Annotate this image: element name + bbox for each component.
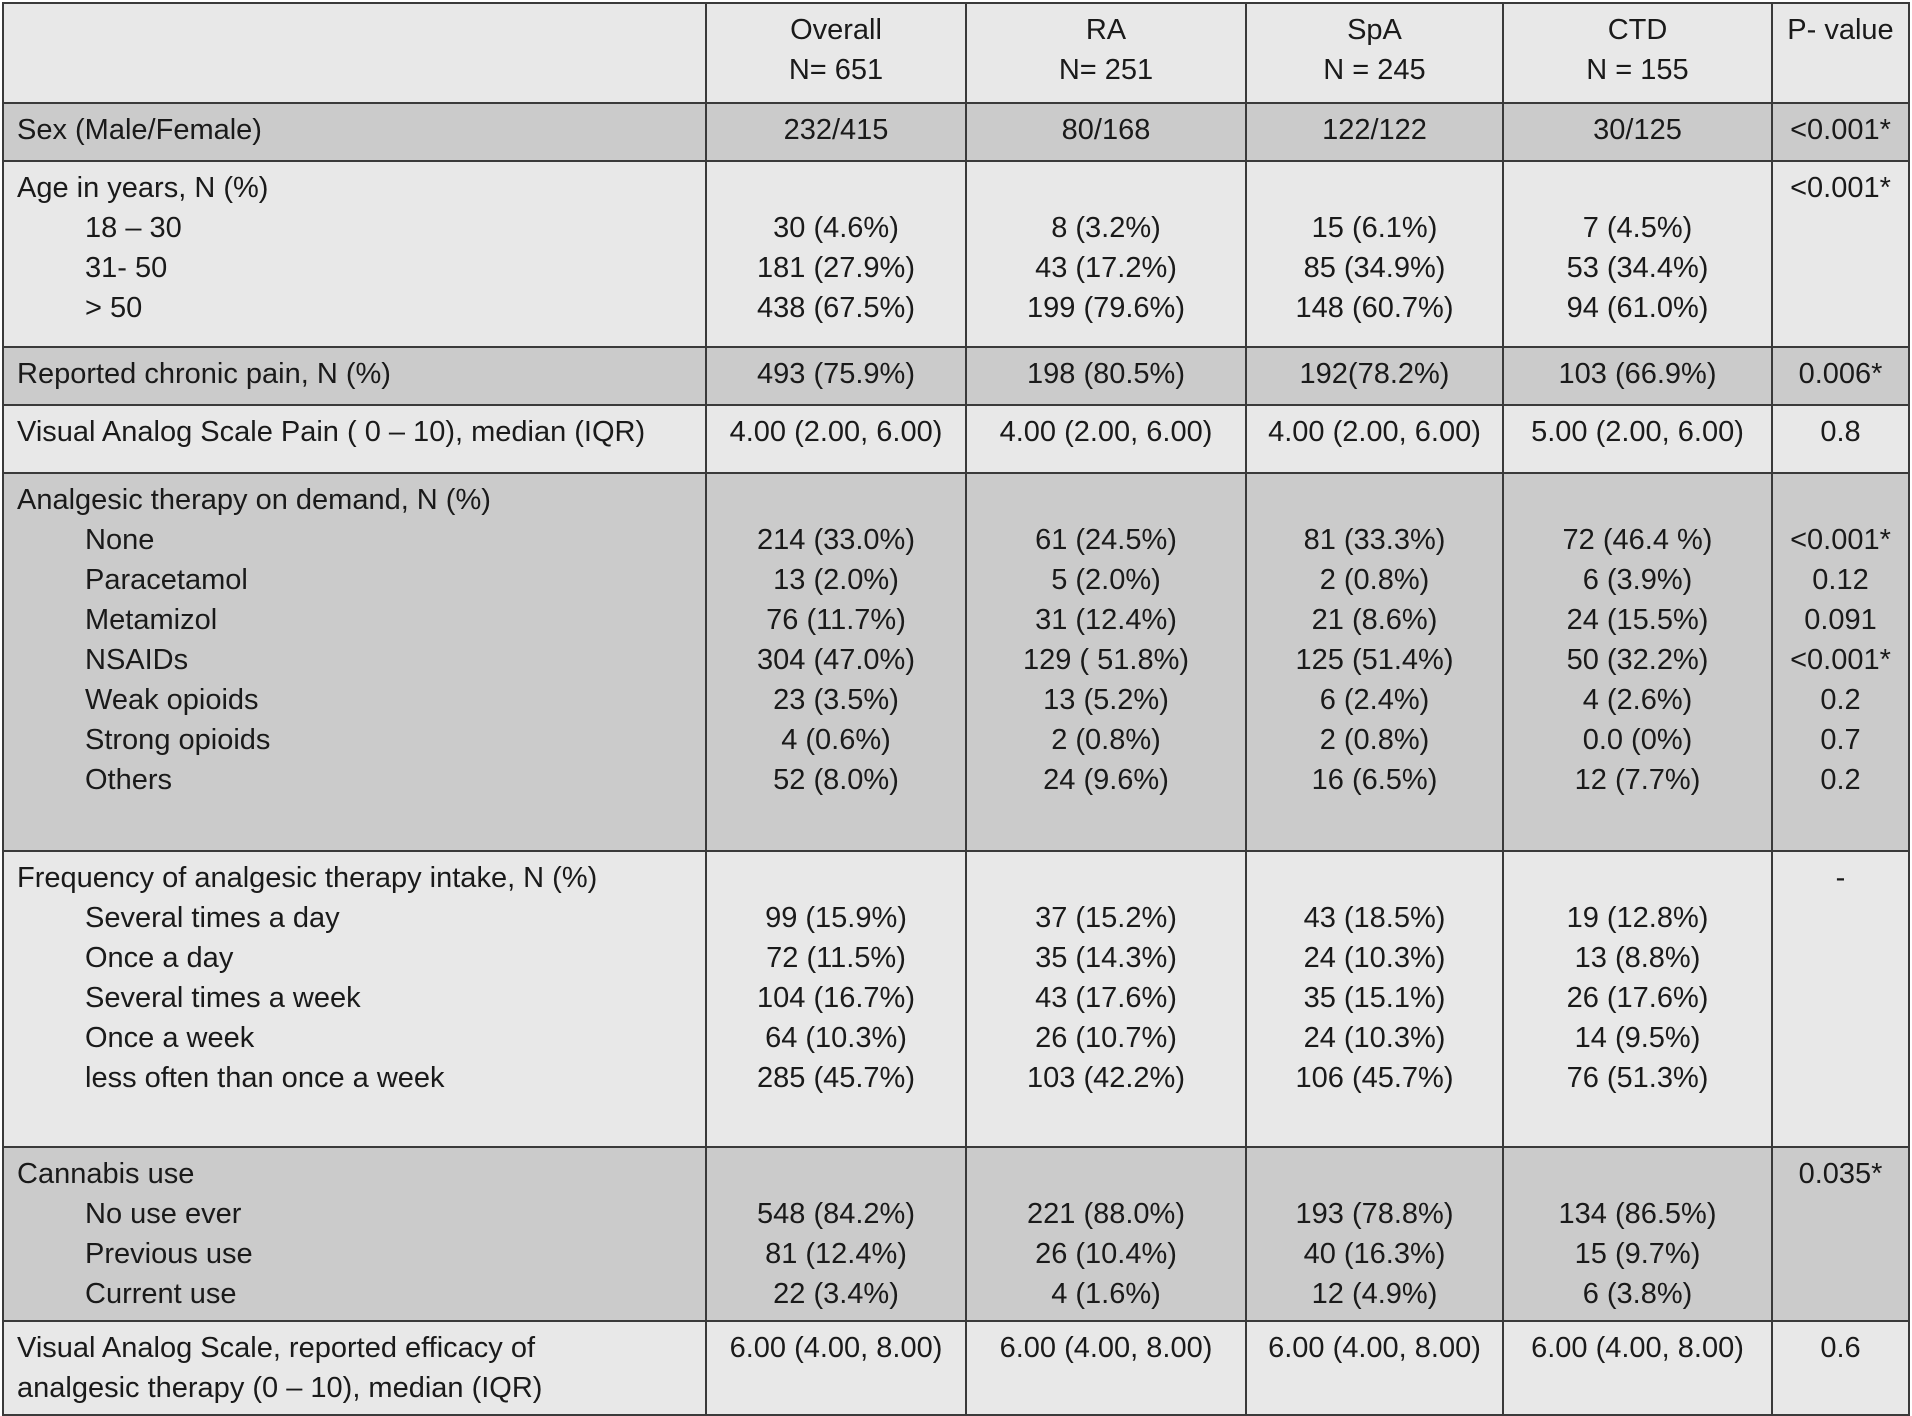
cell-p: <0.001* 0.12 0.091 <0.001* 0.2 0.7 0.2 — [1771, 472, 1910, 852]
row-label: Cannabis use No use ever Previous use Cu… — [2, 1146, 707, 1322]
cell-p: - — [1771, 850, 1910, 1148]
header-row: Overall N= 651 RA N= 251 SpA N = 245 CTD N =… — [2, 2, 1910, 104]
cell-spa: 81 (33.3%) 2 (0.8%) 21 (8.6%) 125 (51.4%) 6 … — [1245, 472, 1504, 852]
cell-ra: 37 (15.2%) 35 (14.3%) 43 (17.6%) 26 (10.7%)… — [965, 850, 1247, 1148]
header-ctd: CTD N = 155 — [1502, 2, 1773, 104]
row-label: Visual Analog Scale, reported efficacy o… — [2, 1320, 707, 1416]
cell-overall: 493 (75.9%) — [705, 346, 967, 406]
cell-spa: 192(78.2%) — [1245, 346, 1504, 406]
cell-spa: 193 (78.8%) 40 (16.3%) 12 (4.9%) — [1245, 1146, 1504, 1322]
cell-overall: 99 (15.9%) 72 (11.5%) 104 (16.7%) 64 (10.3%… — [705, 850, 967, 1148]
cell-p: 0.6 — [1771, 1320, 1910, 1416]
cell-overall: 548 (84.2%) 81 (12.4%) 22 (3.4%) — [705, 1146, 967, 1322]
header-ra: RA N= 251 — [965, 2, 1247, 104]
row-analgesic-therapy: Analgesic therapy on demand, N (%) None … — [2, 472, 1910, 852]
cell-ra: 4.00 (2.00, 6.00) — [965, 404, 1247, 474]
row-label: Age in years, N (%) 18 – 30 31- 50 > 50 — [2, 160, 707, 348]
row-vas-pain: Visual Analog Scale Pain ( 0 – 10), medi… — [2, 404, 1910, 474]
cell-p: 0.006* — [1771, 346, 1910, 406]
row-age: Age in years, N (%) 18 – 30 31- 50 > 50 … — [2, 160, 1910, 348]
cell-p: 0.035* — [1771, 1146, 1910, 1322]
cell-spa: 15 (6.1%) 85 (34.9%) 148 (60.7%) — [1245, 160, 1504, 348]
row-label: Visual Analog Scale Pain ( 0 – 10), medi… — [2, 404, 707, 474]
cell-ctd: 134 (86.5%) 15 (9.7%) 6 (3.8%) — [1502, 1146, 1773, 1322]
cell-spa: 6.00 (4.00, 8.00) — [1245, 1320, 1504, 1416]
row-vas-efficacy: Visual Analog Scale, reported efficacy o… — [2, 1320, 1910, 1416]
header-spa: SpA N = 245 — [1245, 2, 1504, 104]
cell-overall: 30 (4.6%) 181 (27.9%) 438 (67.5%) — [705, 160, 967, 348]
header-blank-cell — [2, 2, 707, 104]
header-p-value: P- value — [1771, 2, 1910, 104]
row-sex: Sex (Male/Female) 232/415 80/168 122/122… — [2, 102, 1910, 162]
cell-spa: 4.00 (2.00, 6.00) — [1245, 404, 1504, 474]
row-label: Analgesic therapy on demand, N (%) None … — [2, 472, 707, 852]
cell-ra: 6.00 (4.00, 8.00) — [965, 1320, 1247, 1416]
cell-overall: 4.00 (2.00, 6.00) — [705, 404, 967, 474]
cell-ctd: 6.00 (4.00, 8.00) — [1502, 1320, 1773, 1416]
row-frequency: Frequency of analgesic therapy intake, N… — [2, 850, 1910, 1148]
row-chronic-pain: Reported chronic pain, N (%) 493 (75.9%)… — [2, 346, 1910, 406]
cell-ctd: 30/125 — [1502, 102, 1773, 162]
row-label: Sex (Male/Female) — [2, 102, 707, 162]
cell-p: <0.001* — [1771, 160, 1910, 348]
cell-ctd: 7 (4.5%) 53 (34.4%) 94 (61.0%) — [1502, 160, 1773, 348]
cell-overall: 214 (33.0%) 13 (2.0%) 76 (11.7%) 304 (47.0%… — [705, 472, 967, 852]
cell-spa: 122/122 — [1245, 102, 1504, 162]
cell-ctd: 72 (46.4 %) 6 (3.9%) 24 (15.5%) 50 (32.2%) 4… — [1502, 472, 1773, 852]
cell-ra: 8 (3.2%) 43 (17.2%) 199 (79.6%) — [965, 160, 1247, 348]
cell-ra: 61 (24.5%) 5 (2.0%) 31 (12.4%) 129 ( 51.8%)… — [965, 472, 1247, 852]
cell-ra: 80/168 — [965, 102, 1247, 162]
cell-p: 0.8 — [1771, 404, 1910, 474]
cell-spa: 43 (18.5%) 24 (10.3%) 35 (15.1%) 24 (10.3%)… — [1245, 850, 1504, 1148]
header-overall: Overall N= 651 — [705, 2, 967, 104]
cell-overall: 232/415 — [705, 102, 967, 162]
cell-ctd: 19 (12.8%) 13 (8.8%) 26 (17.6%) 14 (9.5%) 76… — [1502, 850, 1773, 1148]
cell-overall: 6.00 (4.00, 8.00) — [705, 1320, 967, 1416]
cell-ctd: 5.00 (2.00, 6.00) — [1502, 404, 1773, 474]
row-label: Reported chronic pain, N (%) — [2, 346, 707, 406]
cell-ra: 198 (80.5%) — [965, 346, 1247, 406]
row-cannabis: Cannabis use No use ever Previous use Cu… — [2, 1146, 1910, 1322]
cell-ctd: 103 (66.9%) — [1502, 346, 1773, 406]
row-label: Frequency of analgesic therapy intake, N… — [2, 850, 707, 1148]
cell-p: <0.001* — [1771, 102, 1910, 162]
cell-ra: 221 (88.0%) 26 (10.4%) 4 (1.6%) — [965, 1146, 1247, 1322]
